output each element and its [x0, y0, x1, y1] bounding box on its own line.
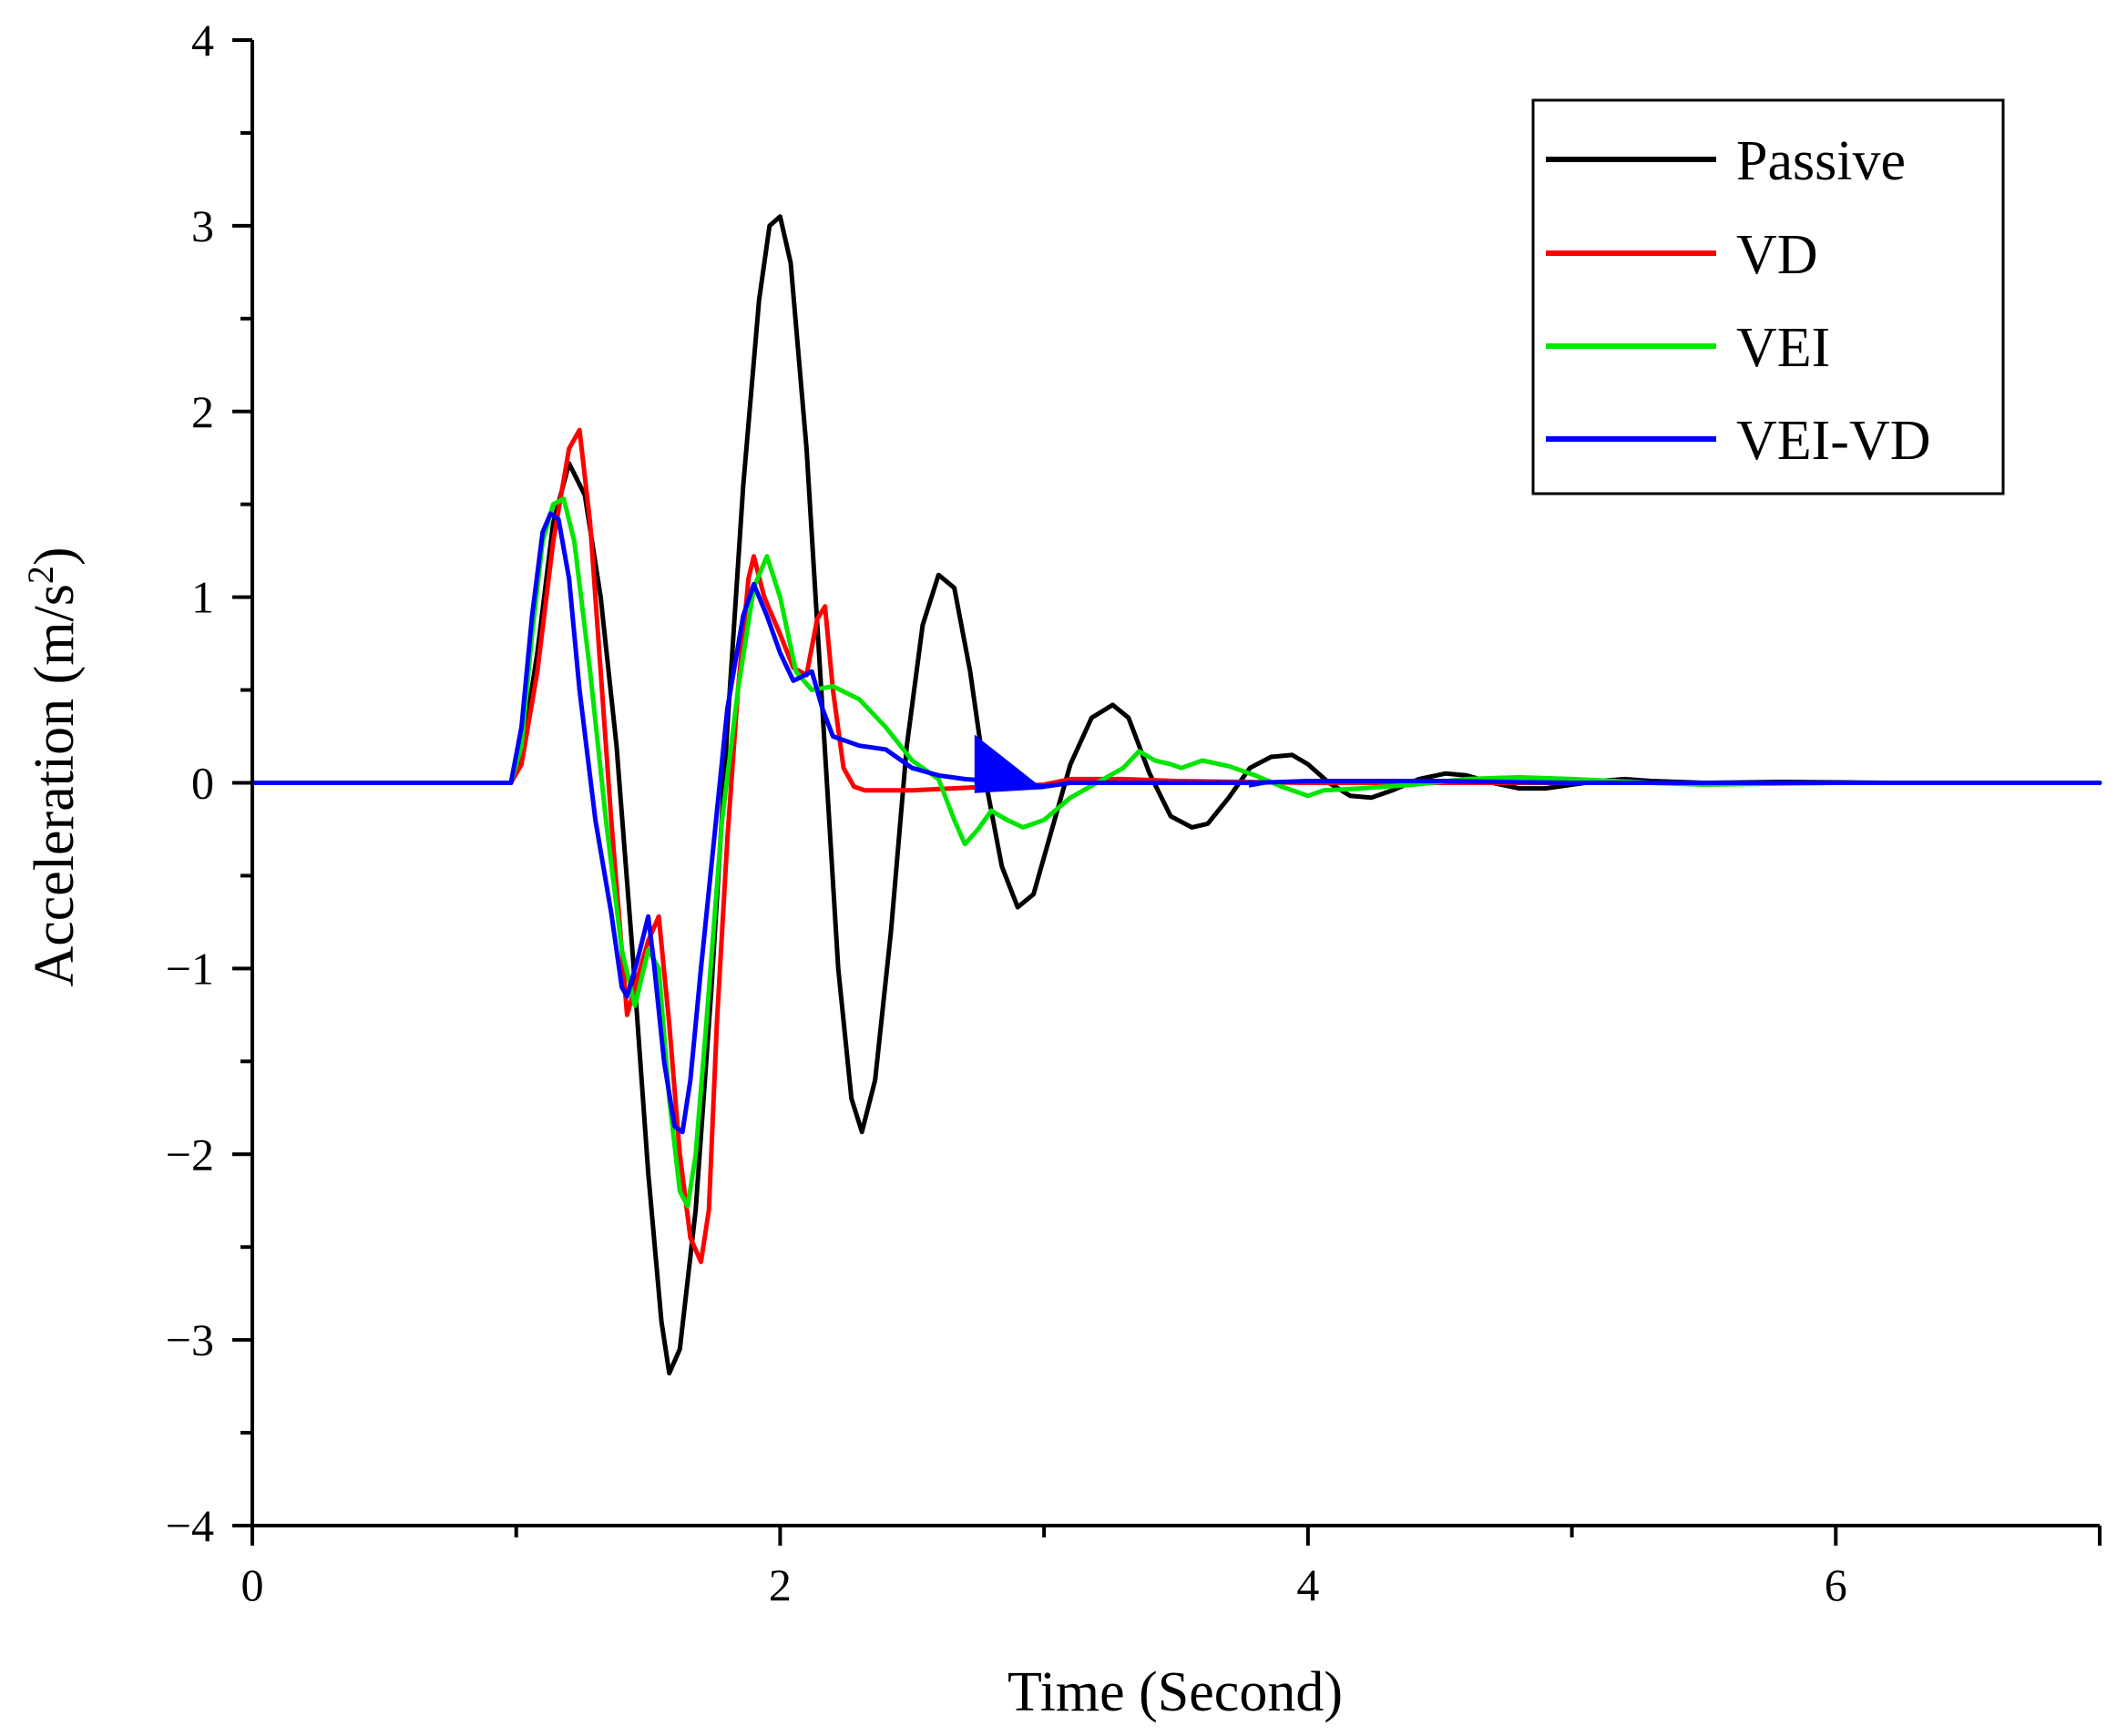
y-tick-label: −3 — [166, 1314, 214, 1365]
y-axis-title-superscript: 2 — [20, 566, 61, 584]
legend-label-passive: Passive — [1736, 130, 1906, 192]
y-tick-label: 0 — [191, 758, 214, 809]
x-axis-ticks: 0 2 4 6 — [241, 1526, 2102, 1610]
legend-label-vd: VD — [1736, 224, 1818, 286]
series-line-passive — [250, 214, 2102, 1376]
legend-label-vei: VEI — [1736, 317, 1830, 379]
y-tick-label: 1 — [191, 572, 214, 623]
y-axis-ticks: −4 −3 −2 −1 0 1 2 3 4 — [166, 15, 252, 1551]
y-axis-title: Acceleration (m/s2) — [20, 546, 86, 986]
x-axis-title: Time (Second) — [1007, 1661, 1343, 1723]
series-line-vei-vd — [250, 511, 2102, 1135]
legend-label-vei-vd: VEI-VD — [1736, 410, 1931, 472]
y-tick-label: 3 — [191, 200, 214, 251]
x-tick-label: 4 — [1296, 1559, 1319, 1610]
legend: Passive VD VEI VEI-VD — [1531, 98, 2005, 495]
y-tick-label: 2 — [191, 386, 214, 437]
legend-box — [1531, 98, 2005, 495]
y-tick-label: −4 — [166, 1500, 214, 1551]
plot-area — [250, 214, 2102, 1376]
x-tick-label: 0 — [241, 1559, 264, 1610]
y-axis-title-main: Acceleration (m/s — [24, 584, 86, 986]
marker-triangle-2 — [1249, 780, 1266, 788]
x-tick-label: 6 — [1825, 1559, 1847, 1610]
series-line-vd — [250, 427, 2102, 1264]
y-tick-label: −2 — [166, 1128, 214, 1179]
y-tick-label: −1 — [166, 943, 214, 994]
marker-triangle-1 — [974, 734, 1044, 793]
y-axis-title-tail: ) — [24, 546, 86, 566]
y-tick-label: 4 — [191, 15, 214, 66]
series-line-vei — [250, 496, 2102, 1209]
x-tick-label: 2 — [769, 1559, 792, 1610]
